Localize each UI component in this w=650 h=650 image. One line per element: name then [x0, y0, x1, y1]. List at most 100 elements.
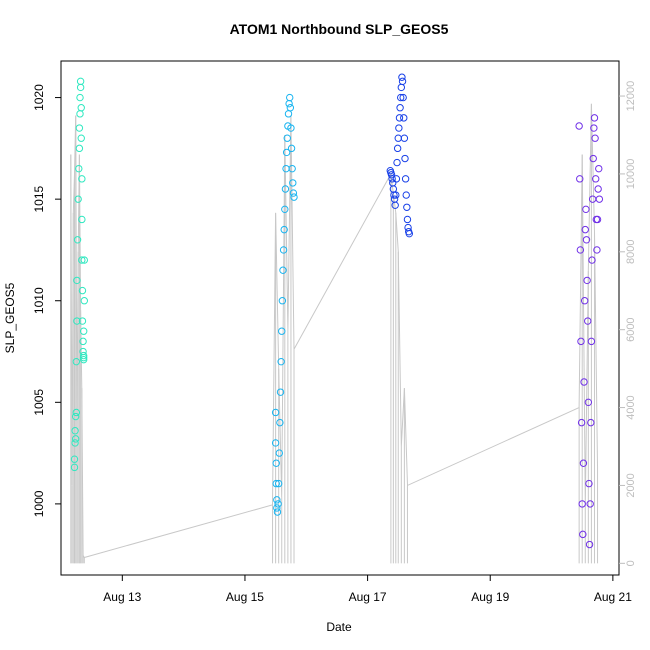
secondary-trace-line	[70, 103, 598, 559]
y-tick-label: 1010	[32, 287, 46, 314]
data-point	[76, 77, 85, 86]
data-point	[273, 496, 281, 504]
data-point	[285, 99, 293, 108]
data-point	[274, 500, 282, 508]
data-point	[587, 337, 596, 346]
data-point	[78, 215, 86, 224]
data-point	[595, 195, 604, 203]
data-point	[73, 276, 81, 285]
data-point	[286, 104, 295, 112]
data-point	[70, 455, 79, 463]
data-point	[288, 164, 296, 173]
data-point	[593, 215, 602, 224]
data-point	[282, 164, 290, 173]
data-point	[279, 266, 287, 274]
x-axis-label: Date	[326, 620, 352, 634]
data-point	[71, 427, 79, 435]
data-point	[403, 203, 411, 211]
data-point	[595, 164, 603, 173]
data-point	[70, 463, 79, 472]
x-tick-label: Aug 17	[349, 590, 387, 604]
data-point	[277, 357, 285, 366]
data-point	[393, 144, 402, 153]
data-point	[77, 104, 85, 112]
data-point	[75, 124, 84, 132]
data-point	[401, 175, 410, 183]
data-point	[78, 256, 86, 264]
data-point	[584, 398, 593, 407]
data-point	[276, 388, 285, 396]
y-tick-label: 1005	[32, 389, 46, 416]
data-point	[594, 185, 602, 193]
data-point	[403, 215, 412, 224]
x-tick-label: Aug 15	[226, 590, 264, 604]
y2-tick-label: 2000	[625, 473, 637, 497]
data-point	[289, 179, 297, 187]
data-point	[272, 479, 280, 488]
y-tick-label: 1000	[32, 490, 46, 517]
data-point	[387, 171, 396, 179]
data-point	[275, 449, 283, 457]
data-point	[283, 134, 291, 142]
data-point	[72, 408, 81, 417]
secondary-series-layer	[70, 103, 599, 564]
data-point	[75, 144, 84, 153]
data-point	[584, 317, 592, 325]
data-point	[289, 189, 298, 197]
data-point	[397, 93, 405, 102]
data-point	[578, 500, 586, 508]
data-point	[394, 134, 402, 142]
data-point	[586, 500, 594, 508]
data-point	[391, 201, 399, 209]
data-point	[395, 124, 403, 132]
data-point	[276, 418, 284, 427]
y2-tick-label: 8000	[625, 240, 637, 264]
data-point	[286, 93, 294, 102]
data-point	[72, 357, 81, 366]
data-point	[590, 124, 598, 132]
data-point	[76, 110, 84, 118]
data-point	[395, 114, 404, 122]
data-point	[593, 246, 601, 254]
data-point	[582, 205, 590, 214]
y2-tick-label: 10000	[625, 159, 637, 190]
data-point	[72, 412, 80, 421]
x-tick-label: Aug 21	[594, 590, 632, 604]
data-point	[75, 164, 83, 173]
data-point	[581, 225, 589, 234]
data-point	[576, 246, 585, 254]
data-point	[79, 351, 88, 360]
data-point	[588, 195, 597, 203]
data-point	[271, 439, 280, 447]
data-point	[580, 297, 589, 305]
data-point	[589, 154, 597, 163]
data-point	[582, 236, 591, 244]
data-point	[78, 286, 87, 295]
data-point	[397, 83, 406, 92]
data-point	[80, 256, 89, 264]
data-point	[77, 134, 85, 142]
points-layer	[70, 73, 604, 549]
data-point	[76, 83, 85, 92]
x-tick-label: Aug 13	[103, 590, 141, 604]
data-point	[398, 73, 406, 81]
data-point	[580, 378, 588, 386]
data-point	[399, 93, 407, 102]
plot-frame	[60, 60, 620, 576]
data-point	[392, 191, 400, 199]
data-point	[73, 236, 82, 244]
y2-tick-label: 4000	[625, 395, 637, 419]
data-point	[588, 256, 596, 264]
data-point	[402, 191, 410, 199]
data-point	[577, 418, 586, 427]
y-tick-label: 1015	[32, 185, 46, 212]
y2-tick-label: 12000	[625, 81, 637, 112]
data-point	[579, 530, 587, 539]
data-point	[591, 134, 599, 142]
data-point	[401, 154, 409, 163]
data-point	[271, 408, 280, 417]
data-point	[583, 276, 591, 285]
data-point	[278, 327, 286, 335]
data-point	[587, 418, 595, 427]
data-point	[79, 355, 88, 364]
